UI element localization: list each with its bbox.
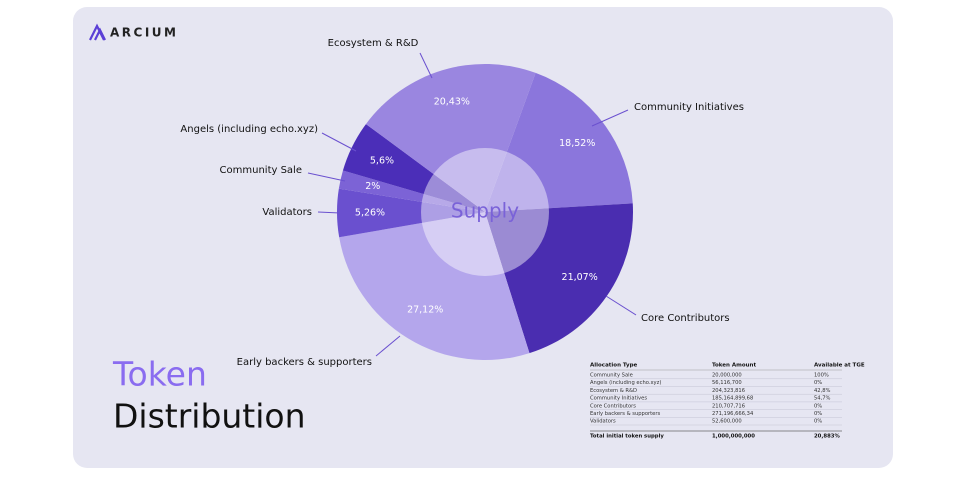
pie-slice [337,188,485,238]
logo-icon [89,23,106,41]
leader-line [591,109,629,127]
table-cell: Early backers & supporters [590,411,661,417]
title-line: Token [112,355,207,394]
table-cell: 0% [814,380,822,386]
leader-line [307,172,346,182]
table-cell: 0% [814,419,822,425]
pie-slice [485,203,634,354]
value-label: 20,43% [434,96,470,107]
table-total: 20,883% [814,434,840,440]
table-cell: 185,164,899,68 [712,396,753,402]
table-cell: Validators [590,419,616,425]
table-cell: 56,116,700 [712,380,742,386]
table-cell: 20,000,000 [712,373,742,379]
table-total: Total initial token supply [590,434,664,440]
logo-text: ARCIUM [110,26,178,40]
leader-line [605,295,637,316]
category-label: Community Initiatives [634,102,744,113]
pie-slice [338,170,485,212]
table-total: 1,000,000,000 [712,434,755,440]
table-cell: 271,196,666,34 [712,411,754,417]
leader-line [375,335,401,357]
pie-slice [485,72,633,212]
value-label: 5,26% [355,207,385,218]
value-label: 21,07% [562,272,598,283]
category-label: Early backers & supporters [237,357,372,368]
center-circle [421,148,549,276]
category-label: Angels (including echo.xyz) [180,124,318,135]
pie-slice [342,124,485,212]
leader-line [317,211,341,214]
table-cell: 0% [814,403,822,409]
table-cell: 210,707,716 [712,403,745,409]
table-cell: 52,600,000 [712,419,742,425]
table-header: Token Amount [712,363,756,369]
value-label: 27,12% [407,305,443,316]
category-label: Core Contributors [641,313,730,324]
pie-slice [365,64,536,212]
category-label: Ecosystem & R&D [328,38,419,49]
table-cell: Community Sale [590,373,633,379]
pie: 18,52% Community Initiatives 21,07% Core Co… [180,38,744,368]
table-header: Available at TGE [814,363,865,369]
table-header: Allocation Type [590,363,638,369]
leader-line [419,52,433,79]
pie-slice [339,212,530,360]
table-cell: 100% [814,373,829,379]
table-cell: Ecosystem & R&D [590,388,637,394]
center-label: Supply [451,199,519,223]
table-cell: 204,323,816 [712,388,745,394]
value-label: 2% [365,181,380,192]
table: Allocation Type Token Amount Available at … [590,363,865,440]
table-cell: 42,8% [814,388,831,394]
table-cell: 54,7% [814,396,831,402]
title-line: Distribution [113,397,306,436]
table-cell: Angels (including echo.xyz) [590,380,661,386]
category-label: Community Sale [220,165,302,176]
leader-line [321,132,357,152]
value-label: 18,52% [559,138,595,149]
category-label: Validators [262,207,312,218]
table-cell: Community Initiatives [590,396,647,402]
table-cell: Core Contributors [590,403,636,409]
table-cell: 0% [814,411,822,417]
value-label: 5,6% [370,155,394,166]
